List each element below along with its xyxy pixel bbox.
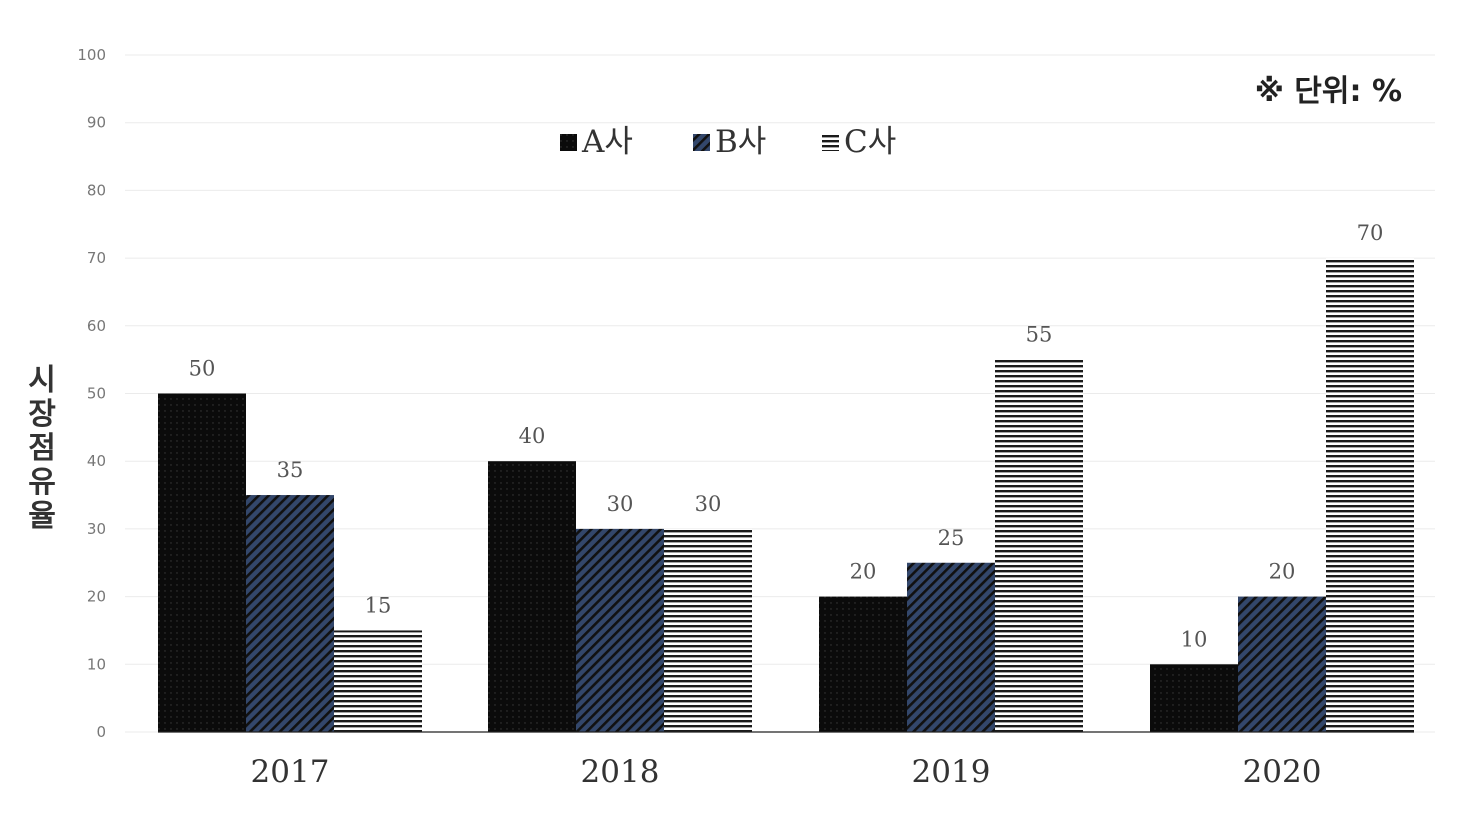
y-tick-label: 50 [87, 385, 106, 403]
legend-label: C사 [844, 124, 896, 160]
bar-2018-A사 [488, 461, 576, 732]
legend-item: B사 [693, 124, 766, 160]
y-tick-label: 90 [87, 114, 106, 132]
y-tick-label: 60 [87, 317, 106, 335]
data-label: 35 [277, 458, 304, 482]
x-tick-label: 2020 [1243, 754, 1322, 790]
legend-swatch [560, 134, 577, 151]
x-tick-label: 2018 [581, 754, 660, 790]
data-label: 30 [607, 492, 634, 516]
data-label: 70 [1357, 221, 1384, 245]
bar-2018-B사 [576, 528, 664, 732]
bar-2017-C사 [334, 630, 422, 732]
bars [158, 258, 1414, 733]
bar-2019-A사 [819, 596, 907, 732]
y-tick-label: 80 [87, 181, 106, 199]
unit-note: ※ 단위: % [1255, 74, 1402, 109]
legend-item: A사 [560, 124, 633, 160]
data-label: 40 [519, 424, 546, 448]
legend-label: B사 [715, 124, 766, 160]
legend-swatch [693, 134, 710, 151]
legend: A사 B사 C사 [560, 124, 896, 160]
data-label: 20 [850, 560, 877, 584]
bar-2020-C사 [1326, 258, 1414, 732]
y-tick-label: 100 [77, 46, 106, 64]
x-tick-label: 2017 [251, 754, 330, 790]
data-label: 15 [365, 593, 392, 617]
y-tick-label: 40 [87, 452, 106, 470]
y-tick-label: 20 [87, 588, 106, 606]
legend-label: A사 [581, 124, 633, 160]
x-tick-label: 2019 [912, 754, 991, 790]
bar-2017-B사 [246, 495, 334, 732]
data-label: 10 [1181, 627, 1208, 651]
data-labels: 50 35 15 40 30 30 20 25 55 10 20 70 [189, 221, 1384, 651]
y-tick-label: 70 [87, 249, 106, 267]
bar-2019-C사 [995, 359, 1083, 732]
y-tick-label: 10 [87, 655, 106, 673]
data-label: 25 [938, 526, 965, 550]
y-tick-label: 30 [87, 520, 106, 538]
bar-2020-A사 [1150, 664, 1238, 732]
bar-2018-C사 [664, 528, 752, 732]
bar-2017-A사 [158, 393, 246, 732]
legend-item: C사 [822, 124, 896, 160]
y-axis-ticks: 0 10 20 30 40 50 60 70 80 90 100 [77, 46, 106, 741]
bar-2020-B사 [1238, 596, 1326, 732]
x-axis-ticks: 2017 2018 2019 2020 [251, 754, 1322, 790]
data-label: 30 [695, 492, 722, 516]
legend-swatch [822, 134, 839, 151]
y-tick-label: 0 [96, 723, 106, 741]
data-label: 20 [1269, 560, 1296, 584]
bar-2019-B사 [907, 562, 995, 732]
data-label: 55 [1026, 323, 1053, 347]
data-label: 50 [189, 357, 216, 381]
